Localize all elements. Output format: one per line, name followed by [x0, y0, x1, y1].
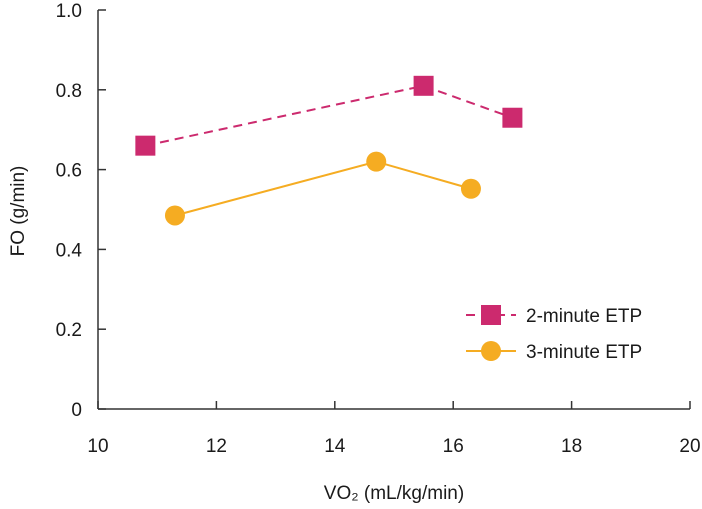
legend-marker-2-minute — [481, 305, 501, 325]
legend-label-3-minute: 3-minute ETP — [526, 342, 642, 363]
legend-label-2-minute: 2-minute ETP — [526, 306, 642, 327]
axes — [97, 10, 690, 410]
y-tick-label: 0.4 — [56, 240, 83, 261]
x-tick-label: 16 — [443, 436, 464, 457]
legend: 2-minute ETP 3-minute ETP — [466, 305, 642, 363]
data-point-3-minute — [366, 151, 387, 172]
x-tick-label: 20 — [679, 436, 700, 457]
data-point-2-minute — [502, 107, 523, 128]
legend-item-2-minute: 2-minute ETP — [466, 305, 642, 327]
x-axis-title: VO₂ (mL/kg/min) — [324, 483, 464, 504]
x-tick-label: 10 — [87, 436, 108, 457]
y-tick-label: 0.6 — [56, 161, 82, 182]
x-tick-label: 12 — [206, 436, 227, 457]
legend-marker-3-minute — [481, 341, 501, 361]
y-tick-label: 0.8 — [56, 81, 82, 102]
x-ticks: 10 12 14 16 18 20 — [87, 401, 701, 457]
y-axis-title: FO (g/min) — [8, 166, 29, 257]
series-layer — [135, 75, 523, 226]
y-tick-label: 1.0 — [56, 1, 82, 22]
y-tick-label: 0.2 — [56, 320, 82, 341]
y-ticks: 0 0.2 0.4 0.6 0.8 1.0 — [56, 1, 106, 421]
series-line-2-minute — [145, 84, 513, 147]
legend-item-3-minute: 3-minute ETP — [466, 341, 642, 363]
data-point-2-minute — [135, 135, 156, 156]
data-point-3-minute — [164, 205, 185, 226]
data-point-3-minute — [460, 178, 481, 199]
x-tick-label: 14 — [324, 436, 346, 457]
x-tick-label: 18 — [561, 436, 582, 457]
y-tick-label: 0 — [71, 400, 82, 421]
data-point-2-minute — [413, 75, 434, 96]
series-line-3-minute — [174, 160, 472, 217]
